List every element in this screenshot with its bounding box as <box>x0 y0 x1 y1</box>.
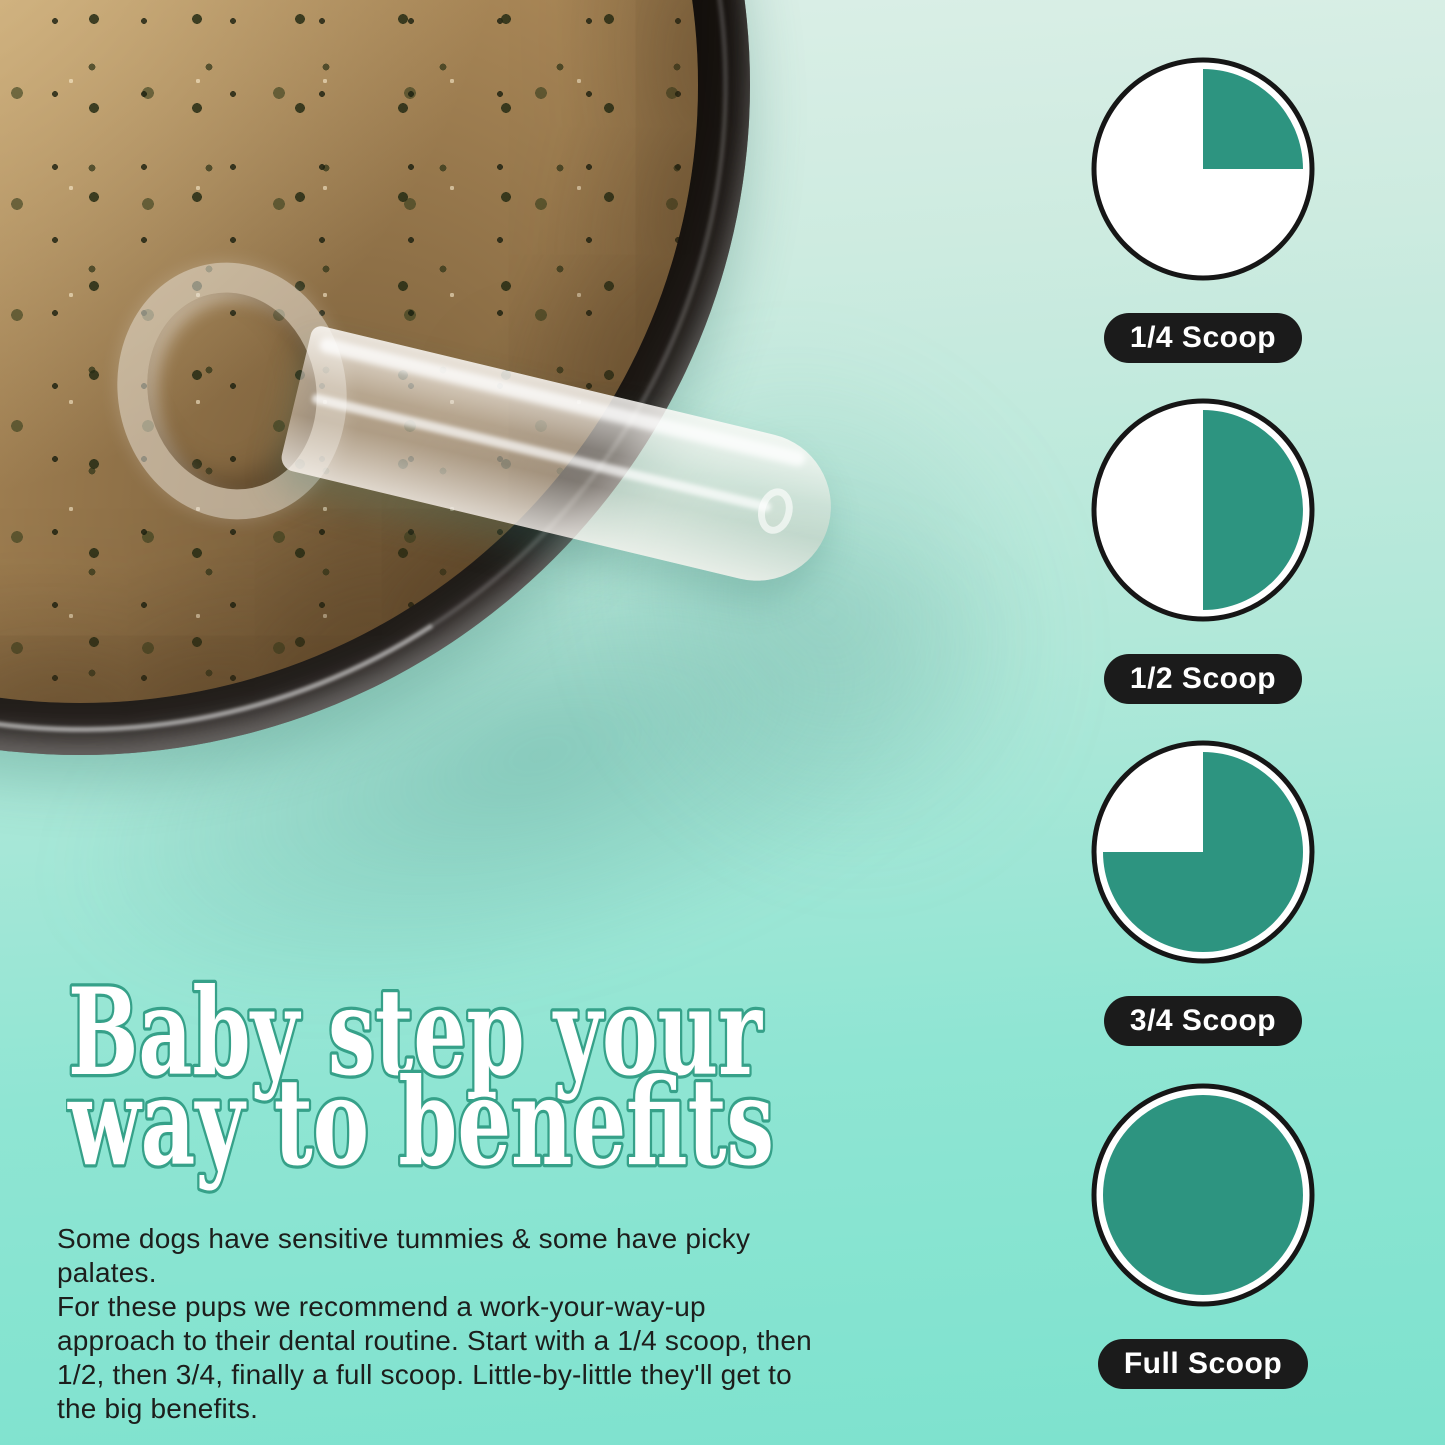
scoop-handle-hole <box>753 484 798 538</box>
scoop-step-full: Full Scoop <box>1091 1083 1315 1389</box>
scoop-step-half: 1/2 Scoop <box>1091 398 1315 704</box>
three-quarter-scoop-pie-icon <box>1091 740 1315 964</box>
three-quarter-fill <box>1103 752 1303 952</box>
scoop-step-three-quarter: 3/4 Scoop <box>1091 740 1315 1046</box>
scoop-guide: 1/4 Scoop 1/2 Scoop 3/4 Scoop <box>1091 0 1315 1445</box>
scoop-label: 1/4 Scoop <box>1129 321 1277 354</box>
scoop-label-pill: 1/4 Scoop <box>1103 313 1303 363</box>
description-line: 1/2, then 3/4, finally a full scoop. Lit… <box>57 1359 792 1390</box>
half-scoop-pie-icon <box>1091 398 1315 622</box>
description-line: Some dogs have sensitive tummies & some … <box>57 1223 751 1288</box>
scoop-label: Full Scoop <box>1123 1347 1283 1380</box>
scoop-label-pill: 3/4 Scoop <box>1103 996 1303 1046</box>
headline-line-2: way to benefits <box>67 1052 774 1193</box>
headline: Baby step your way to benefits <box>66 959 777 1197</box>
description-paragraph: Some dogs have sensitive tummies & some … <box>57 1222 847 1426</box>
product-photo <box>0 0 1080 1000</box>
scoop-label: 1/2 Scoop <box>1129 662 1277 695</box>
full-scoop-pie-icon <box>1091 1083 1315 1307</box>
scoop-label-pill: 1/2 Scoop <box>1103 654 1303 704</box>
quarter-fill <box>1203 69 1303 169</box>
description-line: the big benefits. <box>57 1393 259 1424</box>
full-fill <box>1102 1095 1303 1295</box>
scoop-label: 3/4 Scoop <box>1129 1004 1277 1037</box>
description-line: approach to their dental routine. Start … <box>57 1325 812 1356</box>
scoop-step-quarter: 1/4 Scoop <box>1091 57 1315 363</box>
half-fill <box>1203 410 1303 610</box>
headline-line-1: Baby step your <box>68 962 763 1103</box>
scoop-label-pill: Full Scoop <box>1097 1339 1309 1389</box>
quarter-scoop-pie-icon <box>1091 57 1315 281</box>
description-line: For these pups we recommend a work-your-… <box>57 1291 706 1322</box>
